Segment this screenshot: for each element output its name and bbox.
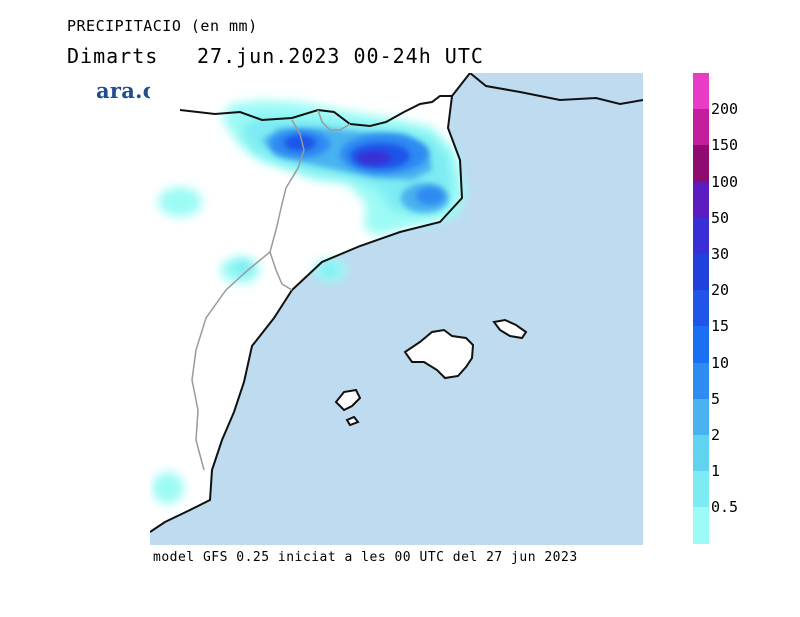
legend-label: 0.5 [711,498,739,517]
legend-label: 5 [711,389,721,408]
legend-swatch [693,254,709,291]
legend-label: 30 [711,245,730,263]
precipitation-layer [152,100,466,504]
forecast-period: 27.jun.2023 00-24h UTC [197,44,484,68]
andorra-border [317,109,351,131]
legend-label: 15 [711,317,730,336]
legend-label: 2 [711,426,721,444]
legend-swatch [693,145,709,183]
legend-swatch [693,362,709,400]
legend-swatch [693,290,709,327]
legend-label: 50 [711,208,730,227]
forecast-day: Dimarts [67,44,159,68]
island-mallorca [403,328,475,380]
rain-area-10mm-west [284,135,316,151]
legend-swatch [693,217,709,255]
coastline [150,73,471,533]
valencia-border [191,251,271,471]
rain-area-south [152,472,184,504]
rain-area-coast-core [321,264,339,276]
model-info: model GFS 0.25 iniciat a les 00 UTC del … [153,550,578,565]
legend-label: 1 [711,462,721,481]
legend-swatch [693,471,709,508]
legend-label: 10 [711,353,730,372]
legend-swatch [693,398,709,436]
legend-swatch [693,109,709,146]
rain-area-ebre-core [232,261,252,275]
legend-swatch [693,435,709,472]
chart-title: PRECIPITACIO (en mm) [67,17,258,35]
legend-swatch [693,181,709,219]
legend-swatch [693,507,709,545]
legend-label: 200 [711,100,739,119]
legend-label: 150 [711,136,739,155]
legend-swatch [693,326,709,364]
rain-area-west [158,187,202,217]
gulf-of-lion-coast [469,73,643,106]
legend-label: 20 [711,281,730,300]
legend-swatch [693,73,709,110]
island-menorca [492,318,528,340]
rain-area-5mm-east [416,187,444,205]
forecast-date: Dimarts 27.jun.2023 00-24h UTC [67,44,484,68]
island-formentera [345,415,360,427]
catalonia-border [269,119,305,291]
island-eivissa [334,388,362,412]
legend-label: 100 [711,172,739,191]
rain-area-20mm [357,151,391,165]
